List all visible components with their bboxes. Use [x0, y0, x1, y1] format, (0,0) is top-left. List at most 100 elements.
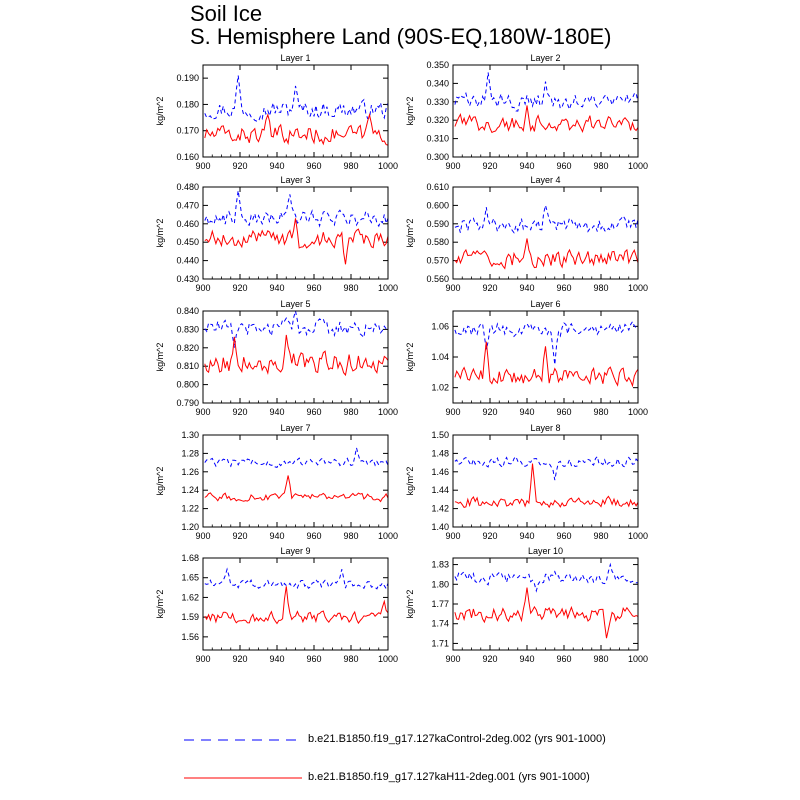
y-tick-label: 1.77 [431, 599, 449, 609]
y-tick-label: 1.42 [431, 504, 449, 514]
x-tick-label: 940 [519, 407, 534, 417]
y-tick-label: 1.71 [431, 638, 449, 648]
x-tick-label: 1000 [628, 407, 648, 417]
x-tick-label: 940 [269, 283, 284, 293]
panel-5: Layer 5 kg/m^2 900 920 940 960 980 1000 0.790 0.8… [155, 299, 398, 417]
panel-title: Layer 2 [530, 53, 560, 63]
x-tick-label: 900 [195, 654, 210, 664]
x-tick-label: 960 [306, 654, 321, 664]
x-tick-label: 1000 [378, 161, 398, 171]
y-tick-label: 1.62 [181, 592, 199, 602]
series-line-h11 [204, 112, 388, 146]
plot-frame [452, 64, 639, 158]
panel-title: Layer 9 [280, 546, 310, 556]
x-tick-label: 960 [306, 531, 321, 541]
series-line-control [204, 75, 388, 122]
panel-1: Layer 1 kg/m^2 900 920 940 960 980 1000 0.160 0.1… [155, 53, 398, 171]
x-tick-label: 920 [232, 407, 247, 417]
x-tick-label: 1000 [628, 531, 648, 541]
series-line-control [204, 567, 388, 590]
series-line-h11 [454, 238, 638, 270]
y-tick-label: 1.74 [431, 619, 449, 629]
panel-6: Layer 6 kg/m^2 900 920 940 960 980 1000 1.02 1.04… [405, 299, 648, 417]
y-tick-label: 0.440 [176, 256, 199, 266]
y-tick-label: 0.180 [176, 99, 199, 109]
panel-title: Layer 7 [280, 423, 310, 433]
y-tick-label: 1.48 [431, 448, 449, 458]
y-tick-label: 0.590 [426, 219, 449, 229]
x-tick-label: 1000 [378, 531, 398, 541]
y-tick-label: 0.610 [426, 182, 449, 192]
series-line-h11 [204, 218, 388, 265]
series-line-h11 [204, 334, 388, 377]
x-tick-label: 940 [269, 161, 284, 171]
series-line-control [204, 190, 388, 228]
x-tick-label: 960 [556, 531, 571, 541]
panel-10: Layer 10 kg/m^2 900 920 940 960 980 1000 1.71 1.7… [405, 546, 648, 664]
x-tick-label: 940 [519, 283, 534, 293]
y-axis-label: kg/m^2 [405, 219, 415, 248]
x-tick-label: 940 [519, 161, 534, 171]
series-line-control [454, 205, 638, 234]
y-tick-label: 0.830 [176, 324, 199, 334]
series-line-control [454, 562, 638, 593]
y-tick-label: 0.840 [176, 306, 199, 316]
x-tick-label: 940 [269, 407, 284, 417]
panel-3: Layer 3 kg/m^2 900 920 940 960 980 1000 0.430 0.4… [155, 175, 398, 293]
y-tick-label: 0.820 [176, 343, 199, 353]
plot-frame [452, 186, 639, 280]
series-line-h11 [204, 586, 388, 625]
x-tick-label: 900 [195, 283, 210, 293]
panel-8: Layer 8 kg/m^2 900 920 940 960 980 1000 1.40 1.42… [405, 423, 648, 541]
x-tick-label: 980 [343, 407, 358, 417]
plot-frame [202, 64, 389, 158]
x-tick-label: 960 [556, 283, 571, 293]
series-line-h11 [454, 587, 638, 639]
x-tick-label: 900 [195, 407, 210, 417]
figure-subtitle: S. Hemisphere Land (90S-EQ,180W-180E) [190, 24, 612, 49]
y-tick-label: 0.480 [176, 182, 199, 192]
y-tick-label: 0.340 [426, 78, 449, 88]
y-tick-label: 0.350 [426, 60, 449, 70]
panel-4: Layer 4 kg/m^2 900 920 940 960 980 1000 0.560 0.5… [405, 175, 648, 293]
plot-frame [452, 434, 639, 528]
y-axis-label: kg/m^2 [405, 343, 415, 372]
x-tick-label: 900 [445, 161, 460, 171]
x-tick-label: 980 [593, 531, 608, 541]
x-tick-label: 900 [195, 531, 210, 541]
y-tick-label: 0.320 [426, 115, 449, 125]
plot-frame [202, 557, 389, 651]
y-tick-label: 1.68 [181, 553, 199, 563]
x-tick-label: 1000 [628, 654, 648, 664]
x-tick-label: 1000 [628, 161, 648, 171]
series-line-control [204, 447, 388, 468]
series-line-control [454, 72, 638, 112]
y-tick-label: 0.470 [176, 200, 199, 210]
legend: b.e21.B1850.f19_g17.127kaControl-2deg.00… [180, 730, 700, 790]
y-axis-label: kg/m^2 [405, 97, 415, 126]
y-axis-label: kg/m^2 [405, 467, 415, 496]
panel-2: Layer 2 kg/m^2 900 920 940 960 980 1000 0.300 0.3… [405, 53, 648, 171]
x-tick-label: 1000 [378, 283, 398, 293]
figure-title: Soil Ice [190, 1, 263, 26]
panel-title: Layer 6 [530, 299, 560, 309]
series-line-control [204, 311, 388, 348]
y-tick-label: 1.20 [181, 522, 199, 532]
y-tick-label: 0.570 [426, 256, 449, 266]
x-tick-label: 960 [306, 407, 321, 417]
x-tick-label: 980 [343, 283, 358, 293]
y-tick-label: 0.160 [176, 152, 199, 162]
y-tick-label: 0.810 [176, 361, 199, 371]
x-tick-label: 960 [306, 161, 321, 171]
plot-frame [452, 557, 639, 651]
legend-swatch-control [184, 739, 302, 741]
y-tick-label: 0.600 [426, 200, 449, 210]
y-tick-label: 1.83 [431, 560, 449, 570]
y-tick-label: 0.190 [176, 73, 199, 83]
y-tick-label: 0.580 [426, 237, 449, 247]
series-line-h11 [454, 463, 638, 509]
legend-label-control: b.e21.B1850.f19_g17.127kaControl-2deg.00… [308, 733, 606, 745]
x-tick-label: 920 [482, 407, 497, 417]
y-tick-label: 1.02 [431, 383, 449, 393]
